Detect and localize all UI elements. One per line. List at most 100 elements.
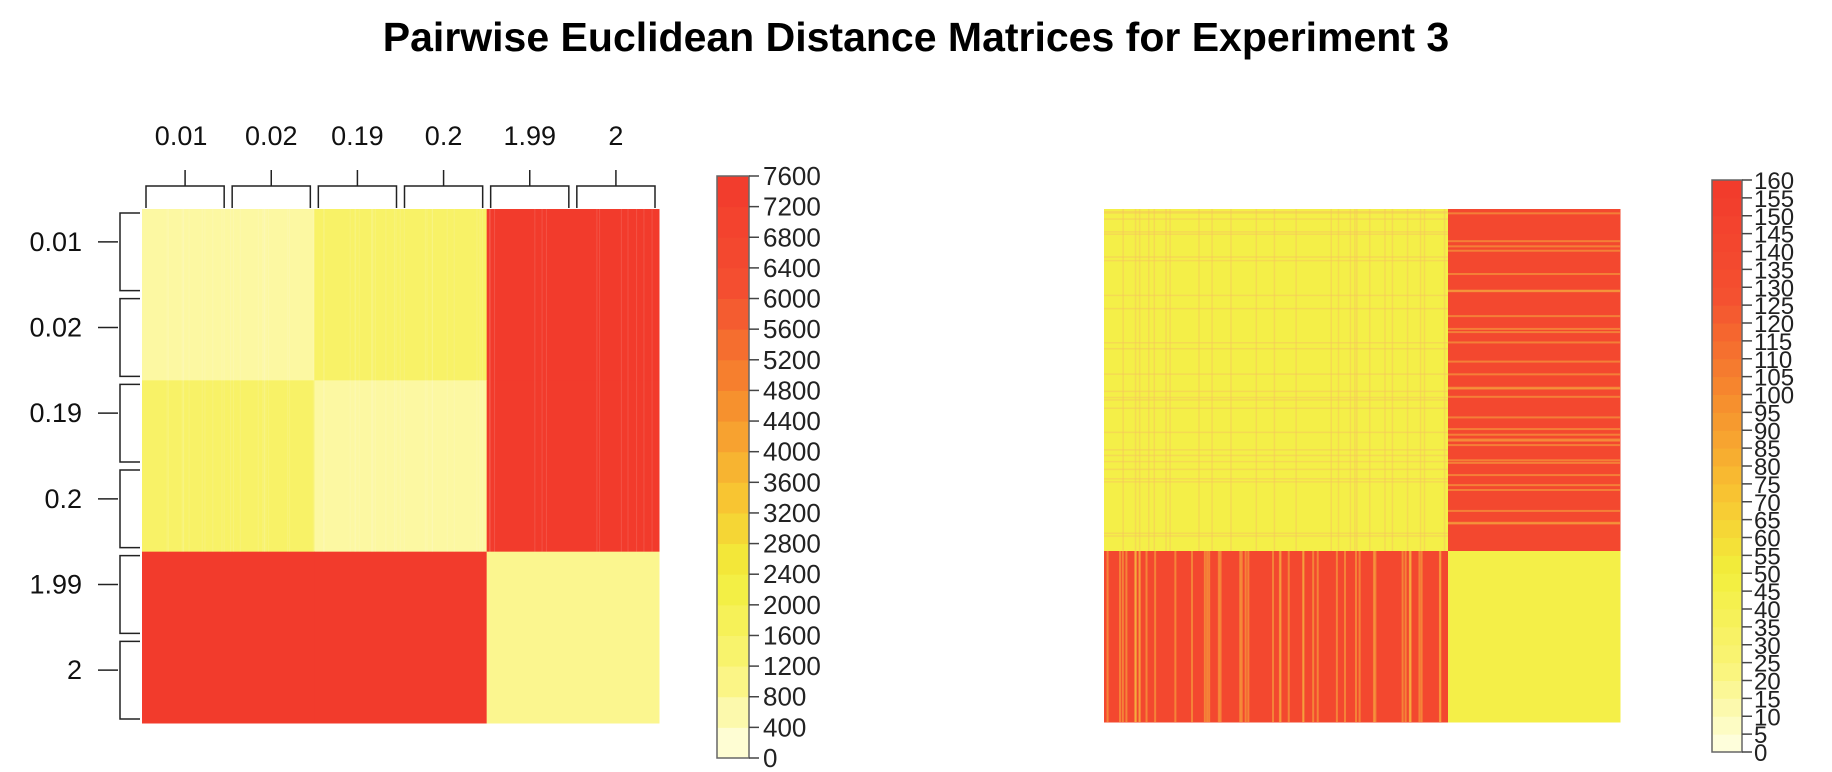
colorbar-tick-label: 155 <box>1754 186 1794 213</box>
texture-line <box>1134 551 1137 722</box>
texture-line <box>1247 551 1250 722</box>
colorbar-segment <box>1712 644 1742 664</box>
colorbar-tick-label: 2000 <box>763 590 821 620</box>
column-label: 2 <box>608 121 623 151</box>
texture-line <box>1206 551 1209 722</box>
row-dendrogram <box>119 212 140 720</box>
texture-line <box>1239 551 1242 722</box>
texture-line <box>1169 209 1171 551</box>
heatmap-right <box>1104 209 1621 723</box>
texture-line <box>1404 551 1407 722</box>
colorbar-segment <box>1712 358 1742 378</box>
colorbar-tick-label: 3600 <box>763 467 821 497</box>
colorbar-tick-label: 6400 <box>763 253 821 283</box>
texture-line <box>1104 347 1448 350</box>
texture-line <box>1104 535 1448 537</box>
texture-line <box>1448 488 1620 491</box>
texture-line <box>1148 209 1150 551</box>
texture-line <box>182 209 184 552</box>
texture-line <box>1118 551 1121 722</box>
colorbar-segment <box>717 604 749 636</box>
heatmap-block <box>486 551 660 724</box>
column-label: 1.99 <box>503 121 556 151</box>
texture-line <box>1330 209 1333 551</box>
texture-line <box>204 209 206 552</box>
texture-line <box>479 209 481 552</box>
colorbar-segment <box>1712 197 1742 217</box>
colorbar-segment <box>717 329 749 361</box>
texture-line <box>1349 209 1352 551</box>
column-label: 0.02 <box>245 121 298 151</box>
row-label: 0.02 <box>29 313 82 343</box>
colorbar-left: 0400800120016002000240028003200360040004… <box>716 161 821 772</box>
texture-line <box>1448 459 1620 462</box>
colorbar-segment <box>1712 466 1742 485</box>
texture-line <box>1401 551 1404 722</box>
texture-line <box>494 209 496 552</box>
texture-line <box>1448 360 1620 363</box>
colorbar-tick-label: 50 <box>1754 561 1781 588</box>
texture-line <box>1104 532 1448 535</box>
texture-line <box>230 209 232 552</box>
texture-line <box>627 209 629 552</box>
texture-line <box>1104 231 1448 233</box>
texture-line <box>1138 209 1141 551</box>
colorbar-segment <box>717 421 749 453</box>
texture-line <box>1104 431 1448 434</box>
colorbar-segment <box>1712 698 1742 717</box>
colorbar-tick-label: 7600 <box>763 161 821 191</box>
colorbar-tick-label: 80 <box>1754 454 1781 481</box>
colorbar-segment <box>1712 305 1742 324</box>
texture-line <box>1104 460 1448 463</box>
texture-line <box>643 209 645 552</box>
texture-line <box>1406 209 1409 551</box>
texture-line <box>489 209 491 552</box>
colorbar-segment <box>1712 430 1742 449</box>
colorbar-segment <box>1712 501 1742 521</box>
colorbar-tick-label: 120 <box>1754 311 1794 338</box>
texture-line <box>1104 449 1448 451</box>
colorbar-segment <box>1712 591 1742 610</box>
texture-line <box>1448 438 1620 441</box>
colorbar-segment <box>717 727 749 759</box>
dendrogram-branch <box>119 297 140 378</box>
colorbar-tick-label: 4000 <box>763 437 821 467</box>
colorbar-tick-label: 3200 <box>763 498 821 528</box>
colorbar-tick-label: 65 <box>1754 508 1781 535</box>
colorbar-tick-label: 25 <box>1754 651 1781 678</box>
colorbar-tick-label: 4400 <box>763 406 821 436</box>
texture-line <box>1104 468 1448 471</box>
texture-line <box>289 209 291 552</box>
heatmap-block <box>486 209 660 381</box>
texture-line <box>1448 272 1620 275</box>
colorbar-tick-label: 70 <box>1754 490 1781 517</box>
colorbar-segment <box>717 298 749 330</box>
colorbar-tick-label: 5 <box>1754 722 1767 749</box>
dendrogram-branch <box>231 170 312 208</box>
colorbar-segment <box>1712 734 1742 753</box>
colorbar-segment <box>717 451 749 483</box>
texture-line <box>1287 551 1290 722</box>
texture-line <box>1374 551 1377 722</box>
texture-line <box>1104 210 1448 213</box>
heatmap-block <box>314 380 488 553</box>
texture-line <box>1354 209 1356 551</box>
texture-line <box>1420 551 1423 722</box>
texture-line <box>1134 209 1137 551</box>
texture-line <box>268 209 270 552</box>
texture-line <box>1358 551 1361 722</box>
heatmap-block <box>1104 209 1449 552</box>
colorbar-segment <box>717 390 749 422</box>
texture-line <box>1145 551 1148 722</box>
colorbar-segment <box>1712 448 1742 467</box>
texture-line <box>262 209 264 552</box>
colorbar-tick-label: 100 <box>1754 383 1794 410</box>
texture-line <box>1448 395 1620 398</box>
texture-line <box>1448 444 1620 447</box>
texture-line <box>1448 521 1620 524</box>
texture-line <box>358 209 360 552</box>
texture-line <box>1104 390 1448 393</box>
texture-line <box>1211 209 1213 551</box>
texture-line <box>188 209 190 552</box>
texture-line <box>1448 386 1620 389</box>
